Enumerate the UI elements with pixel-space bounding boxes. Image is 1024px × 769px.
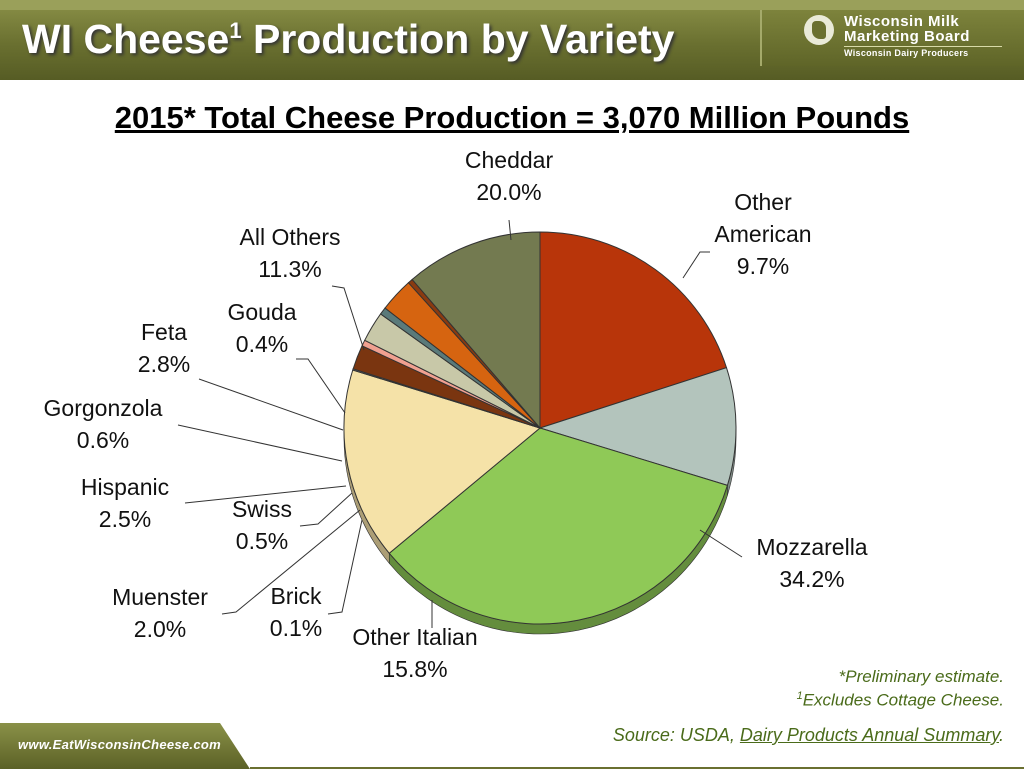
slice-name-muenster: Muenster xyxy=(112,584,208,610)
slice-label-gorgonzola: Gorgonzola 0.6% xyxy=(44,395,163,453)
page-title: WI Cheese1 Production by Variety xyxy=(22,16,675,62)
leader-line-gorgonzola xyxy=(177,424,343,462)
leader-line-gouda xyxy=(296,358,346,414)
slice-label-swiss: Swiss 0.5% xyxy=(232,496,292,554)
logo-line-2: Marketing Board xyxy=(844,28,970,45)
source-publication: Dairy Products Annual Summary xyxy=(739,725,999,745)
slice-percent-cheddar: 20.0% xyxy=(476,179,541,205)
slice-percent-gouda: 0.4% xyxy=(236,331,288,357)
slice-label-cheddar: Cheddar 20.0% xyxy=(465,147,554,205)
slice-percent-feta: 2.8% xyxy=(138,351,190,377)
leader-line-hispanic xyxy=(184,485,347,504)
slice-name-gorgonzola: Gorgonzola xyxy=(44,395,163,421)
pie-slice-mozzarella xyxy=(388,427,729,625)
logo-divider xyxy=(844,46,1002,47)
pie-slices xyxy=(343,231,737,625)
footer: www.EatWisconsinCheese.com xyxy=(0,723,1024,769)
logo-line-3: Wisconsin Dairy Producers xyxy=(844,48,969,58)
slice-name-all-others: All Others xyxy=(240,224,341,250)
slice-percent-other-american: 9.7% xyxy=(737,253,789,279)
pie-slice-other-american xyxy=(538,367,737,487)
slice-name-hispanic: Hispanic xyxy=(81,474,169,500)
pie-labels: Cheddar 20.0% Other American 9.7% Mozzarella 3… xyxy=(44,147,868,682)
preliminary-note: *Preliminary estimate. xyxy=(838,667,1004,686)
source-note: Source: USDA, Dairy Products Annual Summ… xyxy=(612,725,1004,745)
slice-name-other-italian: Other Italian xyxy=(352,624,477,650)
slice-name-swiss: Swiss xyxy=(232,496,292,522)
slice-name-other-american: American xyxy=(714,221,811,247)
slice-name-feta: Feta xyxy=(141,319,187,345)
pie-slice-all-others xyxy=(411,231,541,430)
leader-line-feta xyxy=(198,378,344,431)
slice-percent-all-others: 11.3% xyxy=(258,256,322,282)
website-link[interactable]: www.EatWisconsinCheese.com xyxy=(18,737,221,752)
slice-name-brick: Brick xyxy=(270,583,322,609)
pie-leader-lines xyxy=(177,219,743,628)
slice-name-cheddar: Cheddar xyxy=(465,147,554,173)
slice-percent-other-italian: 15.8% xyxy=(382,656,447,682)
leader-line-cheddar xyxy=(508,219,512,241)
slice-label-mozzarella: Mozzarella 34.2% xyxy=(756,534,867,592)
slice-percent-swiss: 0.5% xyxy=(236,528,288,554)
title-footnote-mark: 1 xyxy=(229,18,242,43)
leader-line-swiss xyxy=(299,492,353,527)
footer-rule xyxy=(250,767,1024,769)
slice-label-all-others: All Others 11.3% xyxy=(240,224,341,282)
footer-url-bar xyxy=(0,723,250,769)
leader-line-all-others xyxy=(331,285,365,351)
slice-label-muenster: Muenster 2.0% xyxy=(112,584,208,642)
slice-percent-muenster: 2.0% xyxy=(134,616,186,642)
header-bar: WI Cheese1 Production by Variety Wiscons… xyxy=(0,0,1024,80)
slice-percent-hispanic: 2.5% xyxy=(99,506,151,532)
chart-title: 2015* Total Cheese Production = 3,070 Mi… xyxy=(114,100,910,135)
slice-percent-brick: 0.1% xyxy=(270,615,322,641)
header-stripe xyxy=(0,0,1024,10)
slice-label-other-american: Other American 9.7% xyxy=(714,189,811,279)
wisconsin-state-icon xyxy=(804,15,834,45)
excludes-note: 1Excludes Cottage Cheese. xyxy=(796,690,1004,710)
leader-line-brick xyxy=(327,519,363,615)
slice-name-other-american: Other xyxy=(734,189,792,215)
wmmb-logo: Wisconsin Milk Marketing Board Wisconsin… xyxy=(804,13,1004,59)
slice-label-brick: Brick 0.1% xyxy=(270,583,322,641)
logo-line-1: Wisconsin Milk xyxy=(844,13,960,30)
slice-percent-mozzarella: 34.2% xyxy=(779,566,844,592)
pie-slice-other-italian xyxy=(343,369,542,554)
slice-label-hispanic: Hispanic 2.5% xyxy=(81,474,169,532)
slice-label-gouda: Gouda 0.4% xyxy=(227,299,296,357)
slice-label-other-italian: Other Italian 15.8% xyxy=(352,624,477,682)
logo-panel xyxy=(760,10,1024,66)
slice-name-mozzarella: Mozzarella xyxy=(756,534,867,560)
leader-line-other-american xyxy=(682,251,710,279)
leader-line-mozzarella xyxy=(699,529,743,558)
slice-percent-gorgonzola: 0.6% xyxy=(77,427,129,453)
slice-label-feta: Feta 2.8% xyxy=(138,319,190,377)
leader-line-muenster xyxy=(221,509,361,615)
slice-name-gouda: Gouda xyxy=(227,299,296,325)
pie-slice-cheddar xyxy=(539,231,728,429)
